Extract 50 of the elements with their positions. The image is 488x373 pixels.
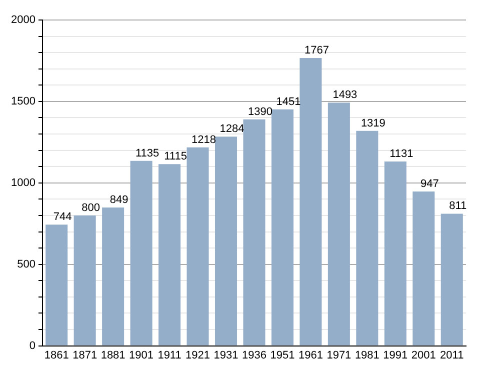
x-tick-label: 1981 [354,349,380,362]
bar [186,147,209,346]
data-label: 1115 [164,150,187,163]
x-tick-label: 1961 [298,349,323,362]
data-label: 1451 [276,96,301,108]
x-tick-label: 1881 [100,349,126,362]
data-label: 947 [420,178,439,190]
y-tick-label: 1500 [10,95,36,108]
bar [271,109,294,346]
x-tick-label: 1951 [270,349,295,362]
bar [356,130,378,346]
x-tick-label: 1991 [383,349,408,362]
bar [158,164,181,346]
x-tick-label: 1971 [326,349,352,362]
bar [384,162,406,346]
bar [328,102,350,346]
x-tick-label: 1936 [242,349,266,362]
y-tick-label: 1000 [10,176,36,189]
data-label: 1319 [360,117,386,130]
bar [300,58,322,346]
bar [440,214,463,346]
bar [46,224,68,346]
bar [102,208,124,346]
x-tick-label: 1861 [44,349,69,362]
data-label: 1218 [192,134,216,146]
x-tick-label: 1871 [72,349,98,362]
x-tick-label: 2001 [411,349,436,362]
x-tick-label: 1911 [158,349,182,362]
bar [214,136,238,346]
x-tick-label: 1921 [186,349,210,362]
data-label: 1767 [304,44,329,56]
bar [412,192,435,346]
y-tick-label: 0 [29,340,36,352]
bar [130,160,152,346]
data-label: 1131 [390,148,414,160]
y-tick-label: 500 [17,258,36,270]
x-tick-label: 1901 [129,349,154,362]
bar [74,215,96,346]
x-tick-label: 1931 [214,349,238,362]
data-label: 800 [82,202,100,214]
data-label: 811 [449,200,467,212]
data-label: 849 [110,194,128,206]
data-label: 1135 [135,147,160,160]
y-tick-label: 2000 [10,14,36,26]
data-label: 1390 [248,106,272,118]
data-label: 1493 [332,89,358,102]
x-tick-label: 2011 [440,349,464,362]
data-label: 744 [53,211,72,224]
bar [243,119,266,346]
data-label: 1284 [220,123,244,136]
